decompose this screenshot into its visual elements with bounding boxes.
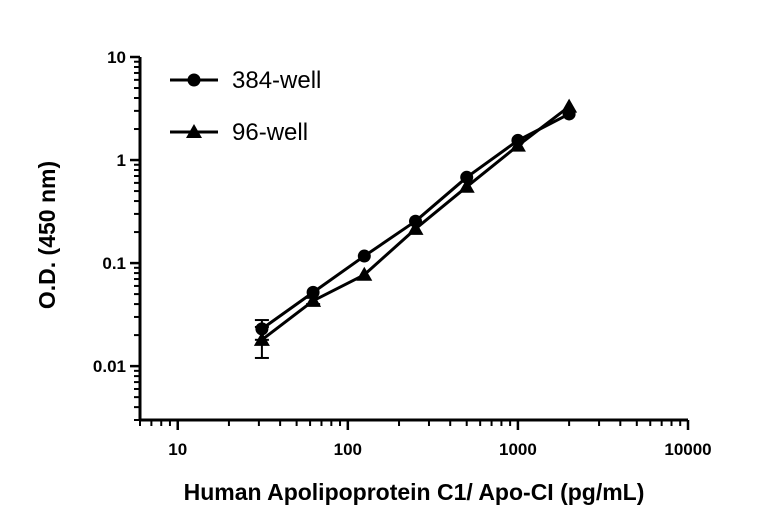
data-point (357, 249, 371, 263)
y-tick-label: 0.1 (102, 254, 126, 273)
legend: 384-well 96-well (170, 67, 321, 146)
data-point (253, 331, 270, 346)
y-tick-label: 10 (107, 48, 126, 67)
data-point (407, 220, 424, 235)
legend-item-1: 384-well (170, 67, 321, 94)
data-point (305, 292, 322, 307)
y-tick-label: 0.01 (93, 357, 126, 376)
data-point (306, 285, 320, 299)
legend-item-2: 96-well (170, 119, 308, 146)
data-point (356, 266, 373, 281)
series-layer (253, 98, 578, 359)
legend-marker (186, 124, 202, 138)
data-point (458, 178, 475, 193)
legend-label: 384-well (232, 67, 321, 94)
data-point (561, 98, 578, 113)
series-2 (253, 98, 578, 359)
x-tick-label: 100 (334, 440, 362, 459)
data-point (509, 137, 526, 152)
x-axis-title: Human Apolipoprotein C1/ Apo-CI (pg/mL) (184, 479, 645, 505)
legend-marker (187, 73, 201, 87)
x-tick-label: 10000 (664, 440, 711, 459)
data-point (460, 170, 474, 184)
legend-label: 96-well (232, 119, 308, 146)
y-axis-title: O.D. (450 nm) (34, 161, 60, 309)
axes: 10 100 1000 10000 0.01 0.1 1 10 (93, 48, 712, 459)
x-tick-label: 1000 (499, 440, 537, 459)
x-tick-label: 10 (168, 440, 187, 459)
y-tick-label: 1 (117, 151, 126, 170)
